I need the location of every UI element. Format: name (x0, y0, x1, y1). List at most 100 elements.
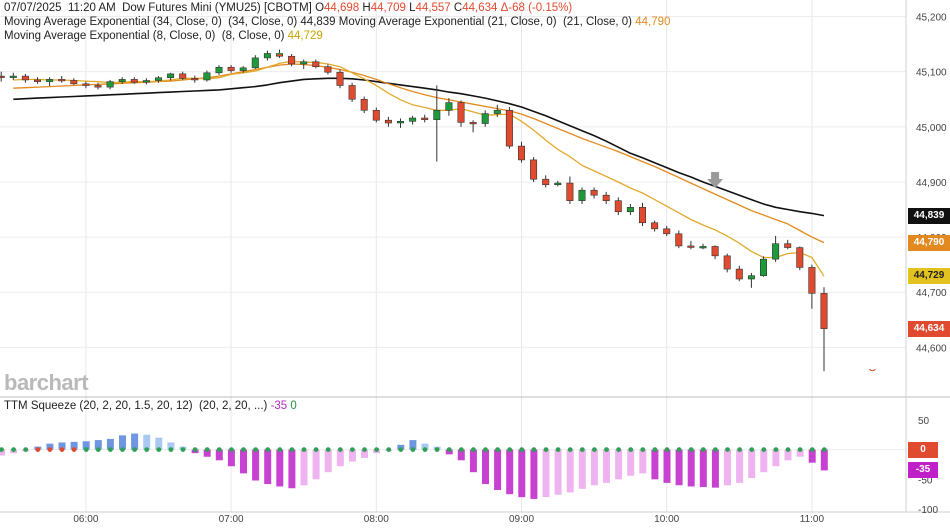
price-tick-label: 45,100 (916, 68, 947, 79)
candle-body (336, 71, 344, 86)
high-marker-icon (276, 52, 283, 56)
ttm-bar (724, 449, 731, 486)
ttm-squeeze-dot (640, 447, 646, 452)
candle-body (457, 102, 465, 123)
ttm-squeeze-dot (313, 447, 319, 452)
low-marker-icon (868, 368, 876, 372)
time-tick-label: 09:00 (509, 514, 534, 525)
candle-body (203, 72, 211, 81)
ttm-squeeze-dot (688, 447, 694, 452)
ttm-squeeze-dot (821, 447, 827, 452)
ttm-squeeze-dot (483, 447, 488, 452)
ttm-squeeze-dot (204, 447, 210, 452)
ttm-bar (324, 449, 332, 473)
ttm-bar (94, 440, 102, 450)
candle-body (155, 77, 163, 81)
ttm-bar (542, 449, 550, 498)
ttm-bar (554, 449, 562, 495)
candle-body (300, 61, 308, 65)
ttm-bar (687, 449, 695, 487)
candle-body (530, 159, 538, 180)
candle-body (747, 275, 755, 280)
price-label: 44,839 (908, 207, 950, 224)
header-open-label: O (315, 2, 325, 14)
ttm-bar (421, 443, 429, 450)
ema-21-path (13, 63, 825, 244)
ttm-bar (46, 443, 54, 450)
candle-body (796, 247, 804, 268)
candle-body (699, 246, 707, 249)
ema-34-line (13, 77, 825, 217)
time-tick-label: 11:00 (800, 514, 825, 525)
ttm-squeeze-dot (737, 447, 742, 452)
ttm-bar (300, 449, 308, 486)
ttm-bar (590, 449, 598, 486)
ttm-squeeze-dot (652, 447, 658, 452)
ttm-bar (784, 449, 792, 461)
ttm-bar (227, 449, 235, 467)
ttm-bar (760, 449, 768, 473)
candle-body (94, 85, 102, 88)
barchart-logo: barchart (4, 370, 89, 395)
ttm-squeeze-dot (410, 447, 416, 452)
ttm-squeeze-dot (168, 447, 174, 452)
ema8-params: (8, Close, 0) (221, 30, 285, 42)
ema21-value: 44,790 (635, 16, 671, 28)
ema8-legend-row: Moving Average Exponential (8, Close, 0)… (4, 30, 323, 42)
ttm-bar (494, 449, 502, 491)
ttm-bar (361, 449, 368, 458)
ttm-squeeze-dot (700, 447, 706, 452)
ttm-bar (131, 433, 139, 450)
ttm-squeeze-dot (579, 447, 585, 452)
candle-body (215, 66, 223, 74)
ttm-bar (772, 449, 780, 467)
time-tick-label: 07:00 (219, 514, 244, 525)
ttm-bar (457, 449, 465, 461)
ttm-bar (409, 440, 417, 450)
header-high-label: H (362, 2, 371, 14)
ttm-bar (143, 434, 151, 450)
ema8-legend[interactable]: Moving Average Exponential (8, Close, 0) (4, 30, 216, 42)
ttm-bar (167, 442, 175, 450)
candle-body (578, 189, 586, 202)
ttm-squeeze-dot (180, 447, 186, 452)
ttm-squeeze-dot (374, 447, 379, 452)
time-tick-label: 10:00 (654, 514, 679, 525)
ttm-bar (336, 449, 344, 467)
ttm-squeeze-dot (0, 447, 4, 452)
ema21-legend[interactable]: Moving Average Exponential (21, Close, 0… (338, 16, 557, 28)
candle-body (70, 80, 78, 85)
header-delta: Δ-68 (-0.15%) (500, 2, 573, 14)
candle-body (360, 98, 368, 111)
candle-body (263, 53, 271, 59)
candle-body (566, 182, 574, 202)
candle-body (227, 66, 235, 71)
ttm-tick-label: -50 (918, 475, 933, 486)
ttm-squeeze-dot (11, 447, 16, 452)
ttm-bar (119, 435, 126, 450)
ema-34-path (13, 77, 825, 217)
ttm-squeeze-histogram (0, 433, 828, 499)
ttm-squeeze-dot (325, 447, 331, 452)
ttm-label[interactable]: TTM Squeeze (20, 2, 20, 1.5, 20, 12) (4, 400, 193, 412)
ttm-squeeze-dot (241, 447, 246, 452)
price-label: 44,790 (908, 234, 950, 251)
ttm-value-label: -35 (908, 462, 938, 479)
ttm-squeeze-dot (59, 447, 65, 452)
candle-body (191, 77, 199, 81)
ema34-legend[interactable]: Moving Average Exponential (34, Close, 0… (4, 16, 222, 28)
candle-body (106, 81, 114, 88)
ema21-params: (21, Close, 0) (562, 16, 632, 28)
ema34-params: (34, Close, 0) (228, 16, 298, 28)
ttm-squeeze-dot (543, 447, 549, 452)
ema-legend-row: Moving Average Exponential (34, Close, 0… (4, 16, 670, 28)
ttm-squeeze-dot (458, 447, 464, 452)
candle-body (481, 113, 489, 124)
ema-21-line (13, 63, 825, 244)
ttm-tick-label: -100 (918, 505, 938, 516)
time-tick-label: 06:00 (73, 514, 98, 525)
ttm-bar (748, 449, 756, 479)
ttm-squeeze-dot (362, 447, 367, 452)
ttm-squeeze-dot (664, 447, 670, 452)
